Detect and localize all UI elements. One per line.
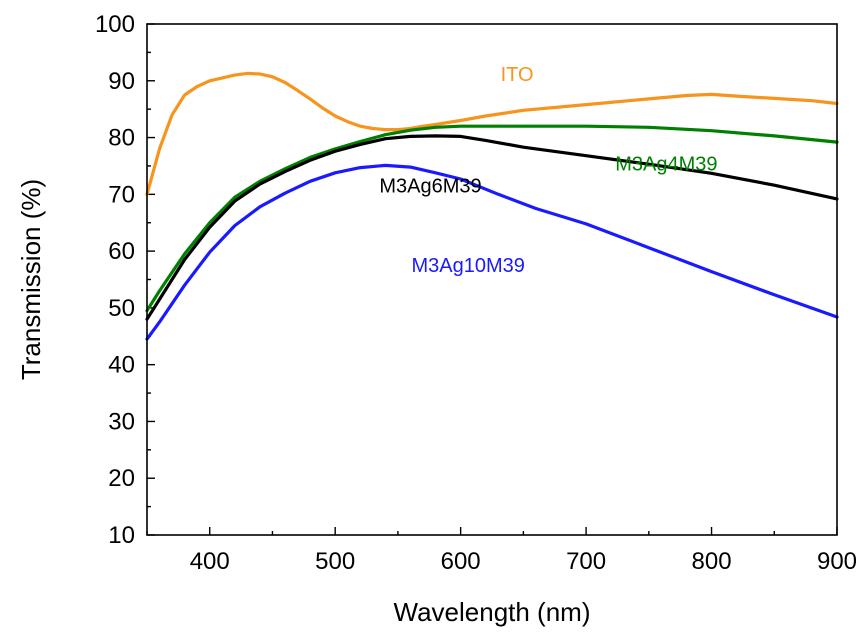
series-line-m3ag6m39: [145, 134, 839, 321]
plot-frame: [146, 23, 838, 536]
y-tick-label: 40: [108, 352, 135, 379]
x-tick-label: 500: [315, 548, 355, 575]
series-line-m3ag4m39: [145, 124, 839, 313]
y-tick-label: 70: [108, 181, 135, 208]
series-label-m3ag4m39: M3Ag4M39: [615, 153, 717, 175]
x-tick-label: 800: [692, 548, 732, 575]
y-tick-label: 10: [108, 522, 135, 549]
y-tick-label: 20: [108, 465, 135, 492]
plot-area: 10 20 30 40 50 60 70 80 90 100 400 500 600 700 800 900…: [95, 11, 857, 575]
y-axis-title: Transmission (%): [16, 179, 46, 380]
y-tick-label: 50: [108, 295, 135, 322]
y-tick-label: 90: [108, 68, 135, 95]
series-label-m3ag10m39: M3Ag10M39: [411, 255, 524, 277]
y-tick-label: 100: [95, 11, 135, 38]
x-axis-ticks: 400 500 600 700 800 900: [146, 527, 857, 575]
y-tick-label: 60: [108, 238, 135, 265]
y-tick-label: 30: [108, 408, 135, 435]
series-labels: ITO M3Ag4M39 M3Ag6M39 M3Ag10M39: [379, 64, 717, 277]
x-tick-label: 700: [566, 548, 606, 575]
series-lines: [145, 71, 839, 341]
x-tick-label: 600: [441, 548, 481, 575]
series-line-m3ag10m39: [145, 163, 839, 341]
y-axis-ticks: 10 20 30 40 50 60 70 80 90 100: [95, 11, 155, 549]
x-tick-label: 900: [817, 548, 857, 575]
series-label-ito: ITO: [501, 64, 534, 86]
series-label-m3ag6m39: M3Ag6M39: [379, 176, 481, 198]
series-line-ito: [145, 71, 839, 196]
x-tick-label: 400: [190, 548, 230, 575]
y-tick-label: 80: [108, 125, 135, 152]
x-axis-title: Wavelength (nm): [394, 597, 591, 627]
